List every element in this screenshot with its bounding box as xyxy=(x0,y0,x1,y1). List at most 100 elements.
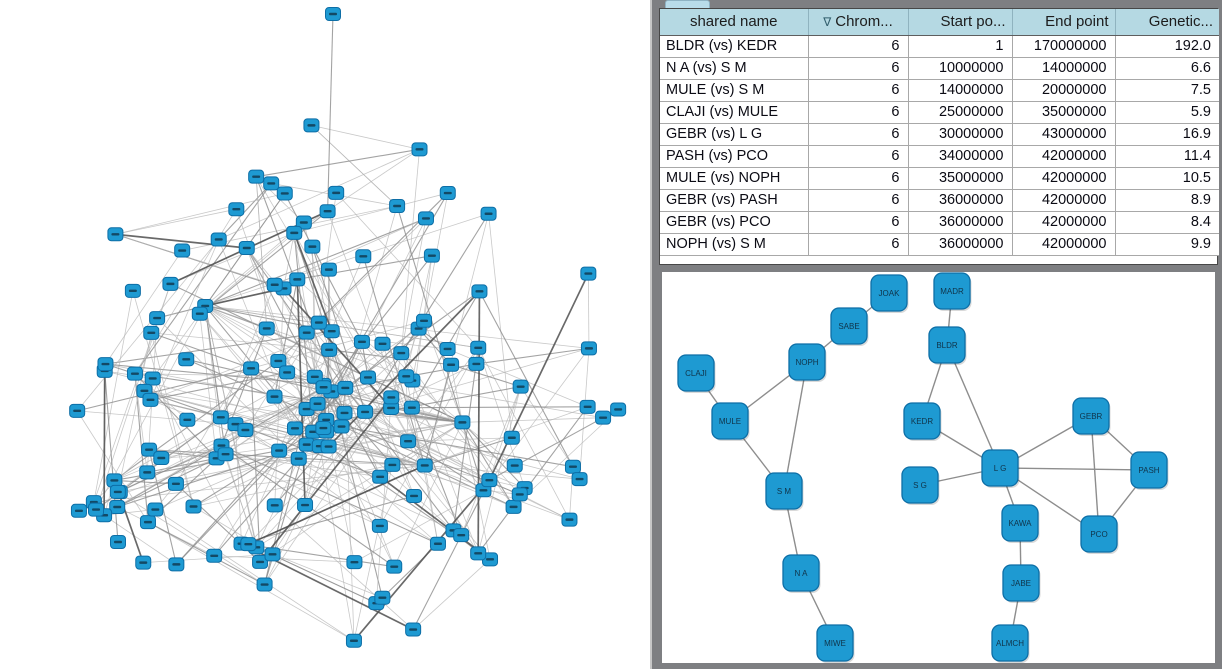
network-node[interactable] xyxy=(248,169,265,184)
network-node[interactable] xyxy=(168,557,185,572)
network-node[interactable] xyxy=(106,473,123,488)
network-node[interactable] xyxy=(139,515,156,530)
network-node[interactable] xyxy=(109,534,126,549)
network-node[interactable] xyxy=(610,402,627,417)
network-node[interactable] xyxy=(429,536,446,551)
network-node[interactable] xyxy=(482,552,499,567)
network-node[interactable] xyxy=(454,415,471,430)
network-node[interactable] xyxy=(346,555,363,570)
network-node[interactable] xyxy=(389,199,406,214)
network-node[interactable] xyxy=(276,186,293,201)
small-network-canvas[interactable]: JOAK SABE NOPH CLAJI MULE S M N A MIWE MADR BLDR K… xyxy=(662,272,1215,663)
network-node[interactable] xyxy=(290,451,307,466)
network-node[interactable] xyxy=(400,434,417,449)
network-node[interactable]: KAWA xyxy=(1001,504,1040,543)
network-node[interactable] xyxy=(279,365,296,380)
network-node[interactable] xyxy=(88,502,105,517)
network-node[interactable] xyxy=(217,447,234,462)
network-node[interactable] xyxy=(416,458,433,473)
table-row[interactable]: NOPH (vs) S M 6 36000000 42000000 9.9 xyxy=(660,233,1219,256)
network-node[interactable] xyxy=(323,324,340,339)
network-node[interactable]: N A xyxy=(782,554,821,593)
column-header-end-point[interactable]: End point xyxy=(1012,9,1116,36)
network-node[interactable] xyxy=(185,499,202,514)
network-node[interactable] xyxy=(109,484,126,499)
network-node[interactable]: ALMCH xyxy=(991,624,1030,663)
network-node[interactable] xyxy=(355,249,372,264)
network-node[interactable] xyxy=(328,185,345,200)
network-node[interactable] xyxy=(580,341,597,356)
network-node[interactable] xyxy=(333,419,350,434)
network-node[interactable]: NOPH xyxy=(788,343,827,382)
network-node[interactable] xyxy=(153,450,170,465)
network-node[interactable] xyxy=(139,465,156,480)
network-node[interactable] xyxy=(353,334,370,349)
network-node[interactable] xyxy=(206,548,223,563)
network-node[interactable] xyxy=(503,430,520,445)
network-node[interactable] xyxy=(506,458,523,473)
network-node[interactable] xyxy=(511,487,528,502)
network-node[interactable] xyxy=(411,142,428,157)
network-node[interactable]: S M xyxy=(765,472,804,511)
network-node[interactable] xyxy=(309,396,326,411)
network-node[interactable] xyxy=(423,248,440,263)
network-node[interactable] xyxy=(295,215,312,230)
network-node[interactable] xyxy=(252,554,269,569)
network-node[interactable] xyxy=(416,313,433,328)
table-tab-chip[interactable] xyxy=(665,0,710,8)
network-node[interactable] xyxy=(266,498,283,513)
filter-icon[interactable]: ∇ xyxy=(823,15,832,30)
network-node[interactable] xyxy=(372,469,389,484)
network-node[interactable] xyxy=(97,357,114,372)
network-node[interactable] xyxy=(398,369,415,384)
network-node[interactable] xyxy=(144,371,161,386)
network-node[interactable]: MULE xyxy=(711,402,750,441)
network-node[interactable] xyxy=(320,262,337,277)
network-node[interactable] xyxy=(266,389,283,404)
network-edge[interactable] xyxy=(946,344,1001,469)
network-node[interactable] xyxy=(439,186,456,201)
network-node[interactable] xyxy=(579,399,596,414)
network-node[interactable] xyxy=(417,211,434,226)
network-node[interactable] xyxy=(374,336,391,351)
network-node[interactable] xyxy=(238,241,255,256)
network-node[interactable] xyxy=(264,547,281,562)
network-node[interactable] xyxy=(306,369,323,384)
network-node[interactable]: JABE xyxy=(1002,564,1041,603)
network-node[interactable] xyxy=(319,204,336,219)
network-node[interactable] xyxy=(439,341,456,356)
network-node[interactable] xyxy=(595,410,612,425)
network-node[interactable] xyxy=(147,502,164,517)
network-node[interactable] xyxy=(310,315,327,330)
network-node[interactable] xyxy=(315,380,332,395)
network-node[interactable] xyxy=(149,311,166,326)
network-node[interactable] xyxy=(212,410,229,425)
network-node[interactable] xyxy=(505,499,522,514)
network-edge[interactable] xyxy=(783,361,808,492)
network-node[interactable] xyxy=(470,340,487,355)
network-node[interactable]: S G xyxy=(901,466,940,505)
network-node[interactable] xyxy=(143,325,160,340)
network-node[interactable]: PASH xyxy=(1130,451,1169,490)
network-node[interactable] xyxy=(109,500,126,515)
network-node[interactable] xyxy=(403,400,420,415)
table-row[interactable]: GEBR (vs) L G 6 30000000 43000000 16.9 xyxy=(660,123,1219,146)
network-node[interactable] xyxy=(210,232,227,247)
network-edge[interactable] xyxy=(1090,415,1100,535)
network-node[interactable] xyxy=(571,472,588,487)
network-node[interactable] xyxy=(178,352,195,367)
network-node[interactable] xyxy=(561,512,578,527)
network-node[interactable] xyxy=(374,590,391,605)
network-node[interactable] xyxy=(383,390,400,405)
network-node[interactable] xyxy=(336,405,353,420)
table-row[interactable]: GEBR (vs) PASH 6 36000000 42000000 8.9 xyxy=(660,189,1219,212)
network-node[interactable] xyxy=(107,227,124,242)
network-node[interactable] xyxy=(70,503,87,518)
network-node[interactable] xyxy=(383,400,400,415)
network-node[interactable]: CLAJI xyxy=(677,354,716,393)
column-header-start-point[interactable]: Start po... xyxy=(908,9,1013,36)
network-node[interactable] xyxy=(135,555,152,570)
table-row[interactable]: MULE (vs) S M 6 14000000 20000000 7.5 xyxy=(660,79,1219,102)
network-node[interactable]: BLDR xyxy=(928,326,967,365)
network-node[interactable] xyxy=(126,366,143,381)
